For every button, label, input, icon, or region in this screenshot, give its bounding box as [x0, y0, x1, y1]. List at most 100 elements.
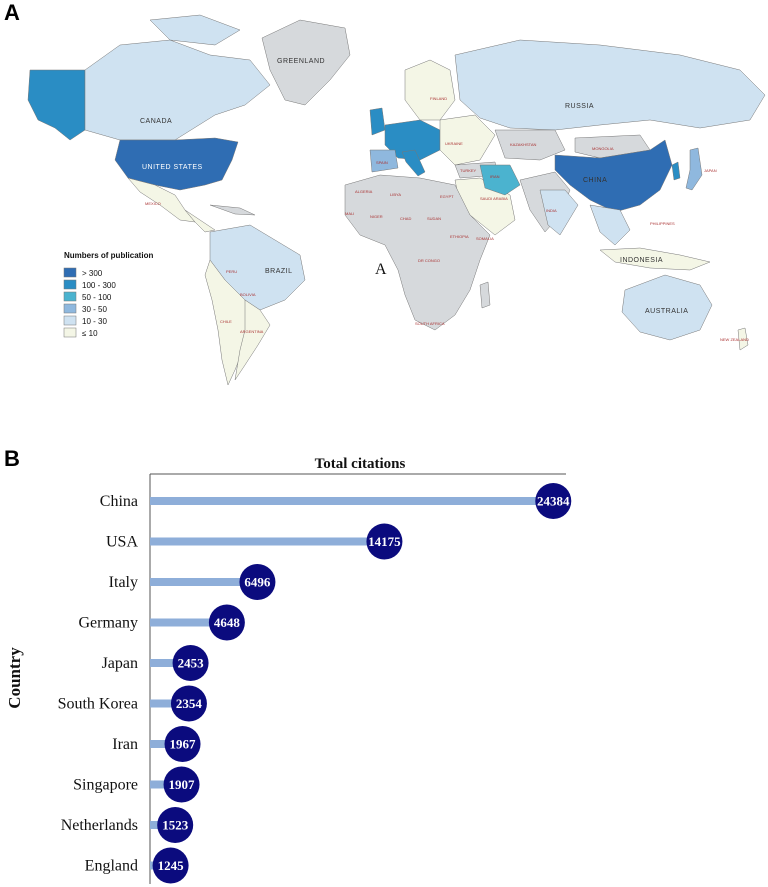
map-label-india: INDIA — [546, 208, 557, 213]
map-region-southeast-asia — [589, 204, 631, 246]
map-region-iran — [479, 164, 521, 196]
map-label-peru: PERU — [226, 269, 237, 274]
bar-stem — [150, 497, 554, 505]
map-region-korea — [671, 161, 681, 181]
map-label-libya: LIBYA — [390, 192, 401, 197]
panel-label-b: B — [4, 446, 20, 471]
category-label: USA — [106, 534, 138, 551]
category-label: Singapore — [73, 777, 138, 794]
map-region-russia — [454, 39, 766, 131]
value-marker — [239, 564, 276, 600]
map-label-greenland: GREENLAND — [277, 58, 325, 65]
map-label-iran: IRAN — [490, 174, 500, 179]
chart-title: Total citations — [315, 456, 406, 472]
data-label: 24384 — [537, 494, 570, 509]
data-label: 1907 — [169, 777, 196, 792]
map-label-russia: RUSSIA — [565, 103, 594, 110]
map-label-sudan: SUDAN — [427, 216, 441, 221]
category-label: England — [85, 858, 138, 875]
legend-title: Numbers of publication — [64, 251, 153, 260]
map-region-caribbean — [209, 204, 256, 216]
map-label-japan: JAPAN — [704, 168, 717, 173]
map-label-drcongo: DR CONGO — [418, 258, 440, 263]
map-label-mongolia: MONGOLIA — [592, 146, 614, 151]
value-marker — [157, 807, 194, 843]
map-region-eastern-europe — [439, 114, 496, 166]
bar-stem — [150, 699, 189, 708]
value-marker — [535, 483, 572, 519]
bar-stem — [150, 537, 385, 546]
map-region-china — [554, 139, 673, 213]
legend-label: 100 - 300 — [82, 281, 116, 290]
category-label: China — [100, 493, 138, 510]
data-label: 1967 — [170, 737, 197, 752]
data-label: 2354 — [176, 696, 203, 711]
map-label-australia: AUSTRALIA — [645, 308, 688, 315]
map-label-bolivia: BOLIVIA — [240, 292, 256, 297]
map-region-argentina — [234, 299, 271, 381]
map-region-spain — [369, 149, 399, 173]
map-label-philippines: PHILIPPINES — [650, 221, 675, 226]
map-label-finland: FINLAND — [430, 96, 447, 101]
map-region-india — [539, 189, 579, 236]
category-label: Japan — [102, 655, 138, 672]
data-label: 2453 — [178, 656, 205, 671]
bar-stem — [150, 578, 258, 586]
map-label-egypt: EGYPT — [440, 194, 454, 199]
map-region-south-america-west — [204, 259, 256, 386]
map-region-italy — [401, 149, 426, 177]
map-region-australia — [621, 274, 713, 341]
legend-label: 50 - 100 — [82, 293, 112, 302]
category-label: Italy — [109, 574, 138, 591]
legend-label: 30 - 50 — [82, 305, 107, 314]
y-axis-title: Country — [5, 647, 24, 709]
map-label-china: CHINA — [583, 177, 607, 184]
value-marker — [172, 645, 209, 681]
map-label-brazil: BRAZIL — [265, 268, 293, 275]
map-region-uk — [369, 107, 386, 136]
map-region-kazakhstan — [494, 129, 566, 161]
map-label-ukraine: UKRAINE — [445, 141, 463, 146]
data-label: 1523 — [162, 818, 189, 833]
map-label-ethiopia: ETHIOPIA — [450, 234, 469, 239]
map-label-new-zealand: NEW ZEALAND — [720, 337, 749, 342]
category-label: Netherlands — [61, 817, 138, 834]
panel-label-a: A — [4, 0, 20, 25]
value-marker — [163, 766, 200, 803]
map-label-chad: CHAD — [400, 216, 411, 221]
map-region-canada-islands — [149, 14, 241, 46]
map-region-canada — [84, 39, 271, 141]
map-inline-marker: A — [375, 261, 387, 278]
map-region-western-europe — [384, 119, 441, 161]
map-label-usa: UNITED STATES — [142, 164, 203, 171]
map-label-saudi: SAUDI ARABIA — [480, 196, 508, 201]
citations-chart: Total citations Country 24384 China 14175 U… — [5, 456, 572, 884]
map-label-mexico: MEXICO — [145, 201, 161, 206]
category-label: South Korea — [58, 696, 138, 713]
value-marker — [152, 847, 189, 884]
map-region-central-america — [184, 209, 216, 233]
world-map: GREENLAND CANADA UNITED STATES MEXICO BR… — [27, 14, 766, 386]
value-marker — [366, 523, 403, 560]
map-label-indonesia: INDONESIA — [620, 257, 663, 264]
map-label-canada: CANADA — [140, 118, 172, 125]
data-label: 6496 — [244, 575, 271, 590]
map-label-mali: MALI — [345, 211, 354, 216]
legend-swatch — [63, 327, 77, 338]
map-region-japan — [685, 147, 703, 191]
map-region-greenland — [261, 19, 351, 106]
category-label: Germany — [78, 615, 138, 632]
map-label-niger: NIGER — [370, 214, 383, 219]
bar-stem — [150, 659, 191, 667]
value-marker — [170, 685, 207, 722]
map-label-south-africa: SOUTH AFRICA — [415, 321, 445, 326]
map-label-argentina: ARGENTINA — [240, 329, 264, 334]
map-label-spain: SPAIN — [376, 160, 388, 165]
legend-label: > 300 — [82, 269, 103, 278]
category-label: Iran — [112, 736, 138, 753]
map-label-algeria: ALGERIA — [355, 189, 373, 194]
legend-swatch — [63, 267, 77, 278]
map-region-madagascar — [479, 281, 491, 309]
map-region-scandinavia — [404, 59, 456, 121]
data-label: 1245 — [158, 858, 185, 873]
